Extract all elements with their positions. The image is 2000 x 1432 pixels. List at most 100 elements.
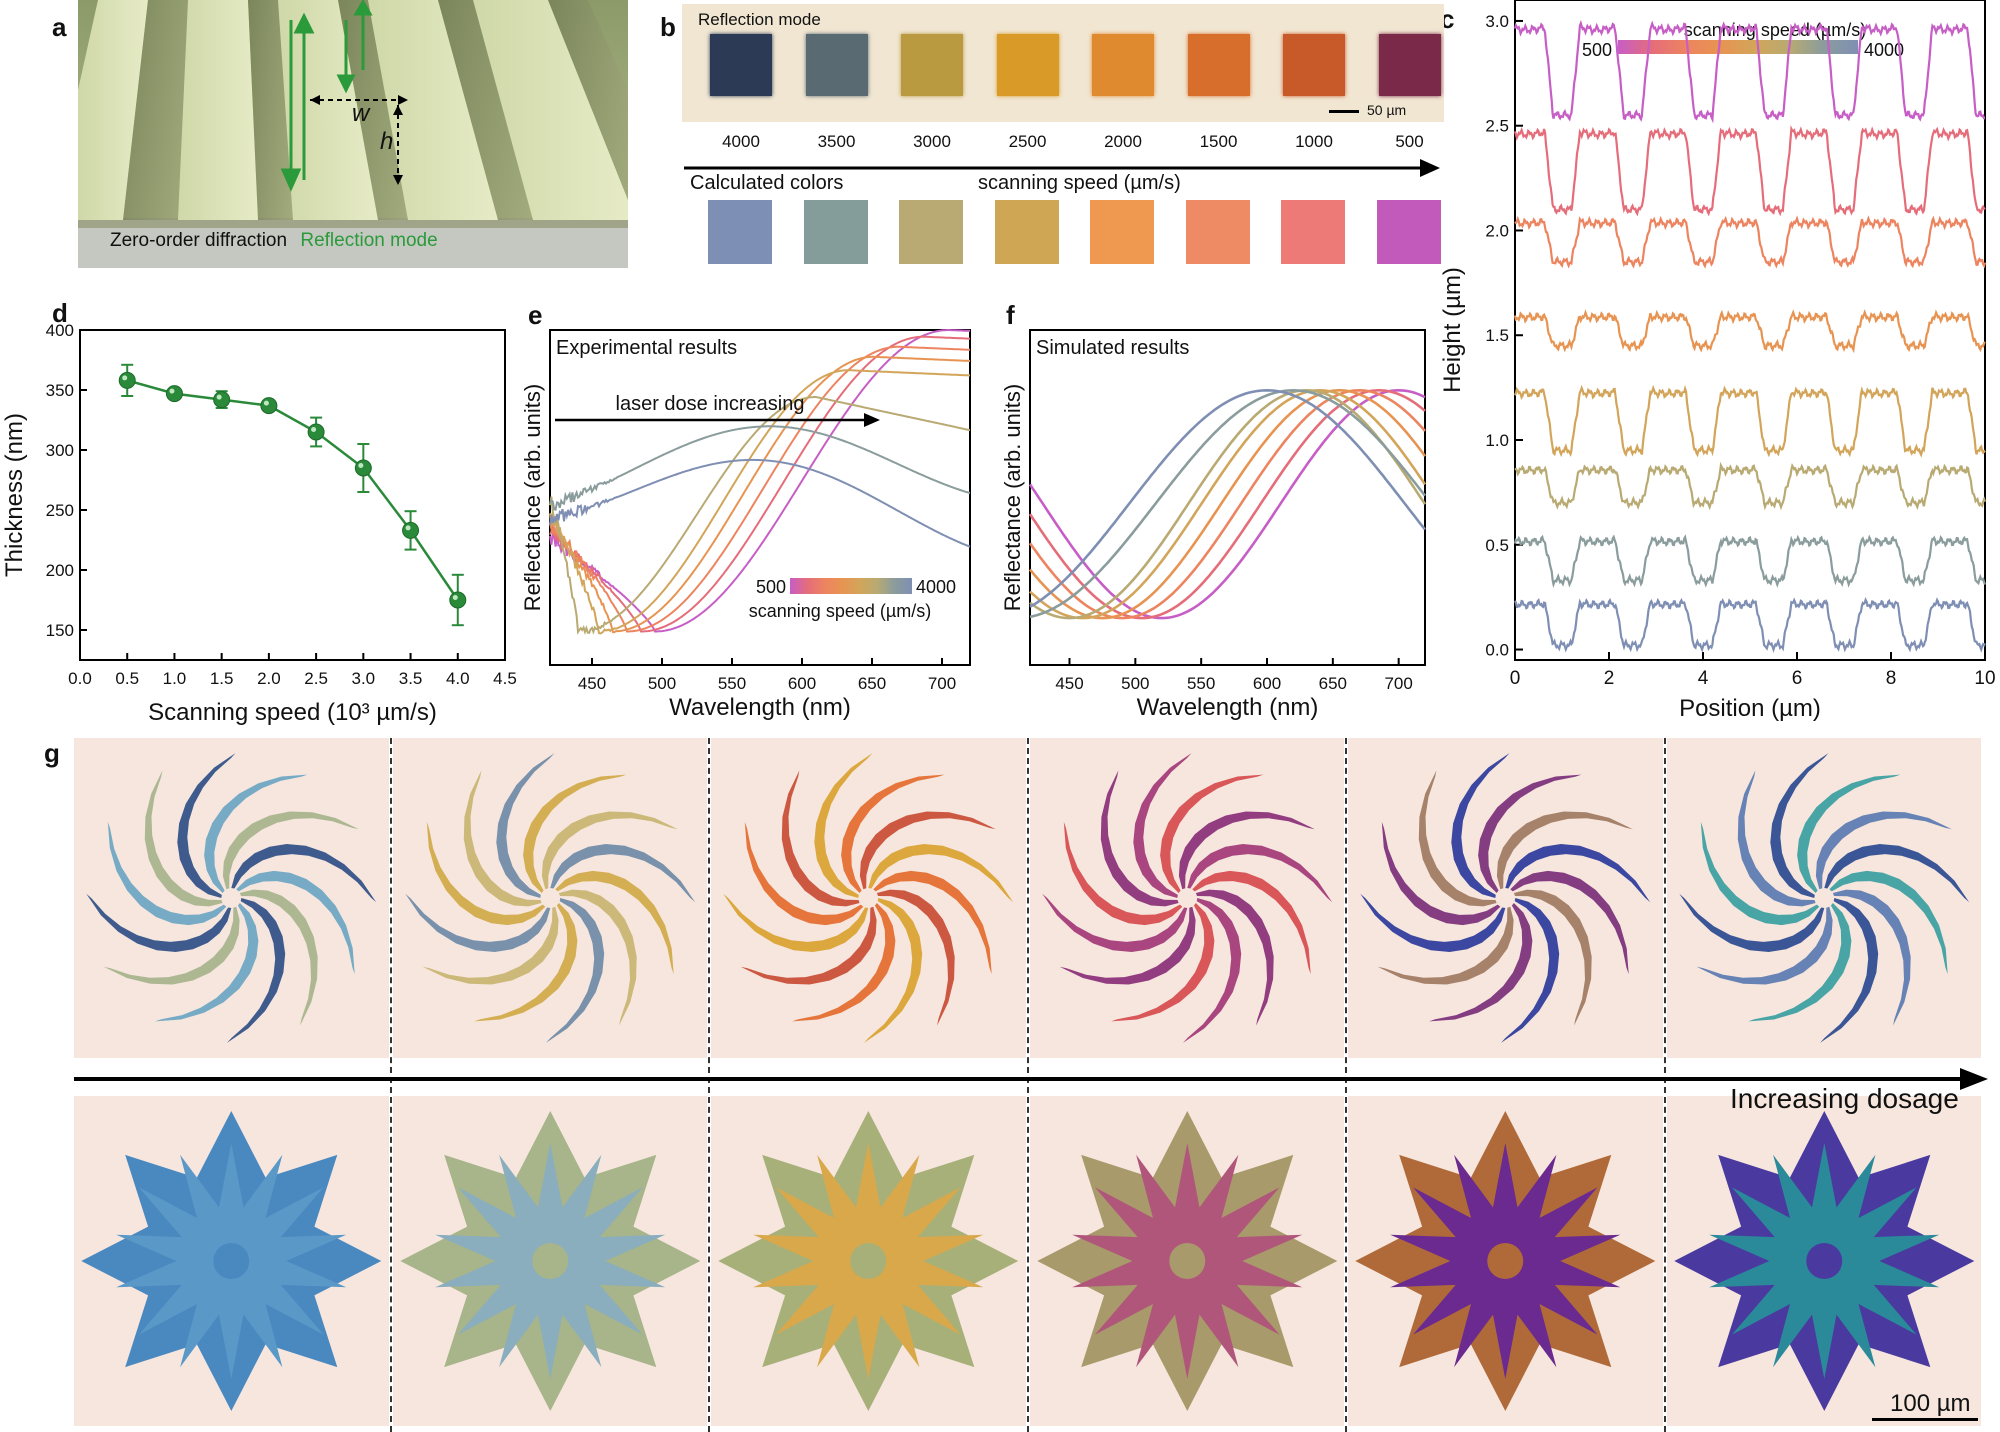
speed-axis-label: scanning speed (µm/s) — [978, 172, 1181, 195]
chart-c-colorbar — [1618, 40, 1858, 54]
swirl-pattern-0 — [74, 738, 389, 1058]
chart-d-point-highlight — [358, 463, 363, 468]
flower-pattern-1 — [393, 1096, 708, 1426]
chart-d-point — [308, 424, 324, 440]
chart-f-title: Simulated results — [1036, 337, 1189, 359]
chart-e-colorbar-title: scanning speed (µm/s) — [749, 601, 931, 621]
chart-c-series-6 — [1515, 537, 1985, 585]
chart-c-xtick: 0 — [1510, 668, 1521, 689]
calculated-square-6 — [1281, 200, 1345, 264]
chart-e-colorbar-max: 4000 — [916, 577, 956, 597]
reflection-mode-text: Reflection mode — [300, 230, 437, 251]
measured-square-3500 — [806, 34, 868, 96]
chart-d-xtick: 2.0 — [257, 669, 281, 688]
chart-d-point-highlight — [406, 525, 411, 530]
chart-c-xtick: 6 — [1792, 668, 1803, 689]
panel-label-a: a — [52, 12, 66, 43]
flower-pattern-4 — [1348, 1096, 1663, 1426]
chart-d-line — [127, 380, 458, 600]
chart-f-xlabel: Wavelength (nm) — [1137, 694, 1319, 721]
chart-e-xtick: 450 — [578, 674, 606, 693]
chart-f-ylabel: Reflectance (arb. units) — [1000, 384, 1025, 611]
swirl-pattern-1 — [393, 738, 708, 1058]
chart-e-xtick: 650 — [858, 674, 886, 693]
chart-c-series-2 — [1515, 219, 1985, 266]
chart-d-xtick: 3.5 — [399, 669, 423, 688]
chart-d-point-highlight — [122, 375, 127, 380]
chart-c-series-5 — [1515, 465, 1985, 507]
measured-square-1000 — [1283, 34, 1345, 96]
flower-pattern-0 — [74, 1096, 389, 1426]
chart-d-point-highlight — [169, 389, 174, 394]
swirl-pattern-4 — [1348, 738, 1663, 1058]
chart-d-point-highlight — [264, 401, 269, 406]
chart-d-point — [450, 592, 466, 608]
chart-d-ylabel: Thickness (nm) — [1, 413, 28, 577]
speed-label-4000: 4000 — [700, 132, 782, 152]
speed-label-2500: 2500 — [987, 132, 1069, 152]
chart-d-xtick: 0.0 — [68, 669, 92, 688]
chart-f-simulated: 450 500 550 600 650 700Wavelength (nm)Reflect… — [985, 300, 1455, 730]
speed-label-1000: 1000 — [1273, 132, 1355, 152]
chart-c-xtick: 8 — [1886, 668, 1897, 689]
chart-c-xtick: 4 — [1698, 668, 1709, 689]
chart-c-ytick: 2.5 — [1485, 117, 1509, 136]
speed-label-1500: 1500 — [1178, 132, 1260, 152]
chart-e-arrowhead — [864, 413, 880, 427]
calculated-square-0 — [708, 200, 772, 264]
flower-pattern-2 — [711, 1096, 1026, 1426]
flower-pattern-3 — [1030, 1096, 1345, 1426]
speed-label-2000: 2000 — [1082, 132, 1164, 152]
chart-d-xtick: 2.5 — [304, 669, 328, 688]
chart-f-series-5 — [1030, 390, 1425, 618]
calculated-square-5 — [1186, 200, 1250, 264]
chart-c-series-3 — [1515, 312, 1985, 349]
chart-f-xtick: 600 — [1253, 674, 1281, 693]
chart-e-xtick: 550 — [718, 674, 746, 693]
chart-e-colorbar — [790, 578, 912, 594]
chart-f-xtick: 550 — [1187, 674, 1215, 693]
chart-d-xtick: 1.5 — [210, 669, 234, 688]
sem-caption: Zero-order diffraction Reflection mode — [110, 230, 438, 252]
chart-e-annotation: laser dose increasing — [616, 393, 805, 415]
chart-d-point — [166, 386, 182, 402]
chart-d-point — [261, 398, 277, 414]
swirl-pattern-2 — [711, 738, 1026, 1058]
chart-c-series-4 — [1515, 388, 1985, 455]
chart-d-point — [403, 522, 419, 538]
chart-c-ytick: 0.0 — [1485, 641, 1509, 660]
chart-e-experimental: 450 500 550 600 650 700Wavelength (nm)Reflect… — [505, 300, 985, 730]
flower-center — [1487, 1243, 1523, 1279]
panel-label-b: b — [660, 12, 676, 43]
measured-square-2000 — [1092, 34, 1154, 96]
chart-e-xtick: 600 — [788, 674, 816, 693]
chart-c-colorbar-min: 500 — [1582, 40, 1612, 60]
chart-f-xtick: 450 — [1055, 674, 1083, 693]
chart-d-ytick: 350 — [46, 381, 74, 400]
scale-bar-100-label: 100 µm — [1890, 1390, 1971, 1418]
chart-e-ylabel: Reflectance (arb. units) — [520, 384, 545, 611]
chart-d-ytick: 150 — [46, 621, 74, 640]
chart-e-title: Experimental results — [556, 337, 737, 359]
swirl-pattern-5 — [1667, 738, 1982, 1058]
chart-d-ytick: 300 — [46, 441, 74, 460]
chart-c-xtick: 10 — [1974, 668, 1995, 689]
measured-square-500 — [1379, 34, 1441, 96]
chart-e-series-7 — [550, 460, 970, 547]
chart-e-xlabel: Wavelength (nm) — [669, 694, 851, 721]
calculated-square-1 — [804, 200, 868, 264]
flower-center — [850, 1243, 886, 1279]
dosage-arrow — [74, 1066, 1988, 1092]
chart-c-height-profiles: 0 2 4 6 8 100.00.51.01.52.02.53.0Position (µm… — [1440, 0, 2000, 740]
chart-d-ytick: 200 — [46, 561, 74, 580]
chart-f-xtick: 650 — [1319, 674, 1347, 693]
chart-d-point — [214, 392, 230, 408]
chart-c-ytick: 1.5 — [1485, 326, 1509, 345]
scale-bar-label: 50 µm — [1367, 102, 1406, 118]
chart-d-xtick: 4.0 — [446, 669, 470, 688]
chart-d-thickness: 0.0 0.5 1.0 1.5 2.0 2.5 3.0 3.5 4.0 4.51502002503… — [0, 300, 520, 730]
reflection-mode-title: Reflection mode — [698, 10, 821, 30]
chart-e-xtick: 700 — [928, 674, 956, 693]
flower-center — [1169, 1243, 1205, 1279]
chart-c-frame — [1515, 0, 1985, 660]
